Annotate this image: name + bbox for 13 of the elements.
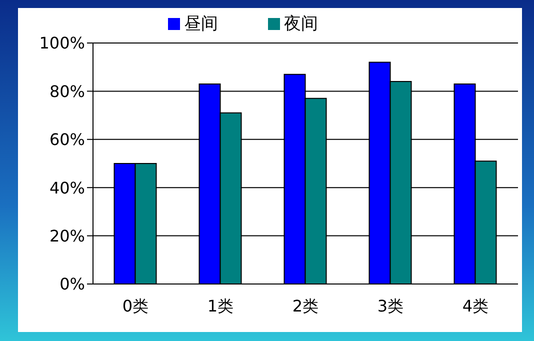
y-tick-label: 100% xyxy=(39,34,85,53)
y-tick-label: 40% xyxy=(49,178,85,198)
x-tick-label: 1类 xyxy=(207,296,234,316)
legend-label: 昼间 xyxy=(184,14,218,34)
legend-label: 夜间 xyxy=(284,14,318,34)
y-tick-label: 0% xyxy=(60,274,85,294)
y-tick-label: 80% xyxy=(49,82,85,101)
x-tick-label: 0类 xyxy=(122,296,149,316)
y-tick-label: 60% xyxy=(49,130,85,150)
x-tick-label: 3类 xyxy=(377,296,404,316)
x-tick-label: 4类 xyxy=(462,296,489,316)
y-tick-label: 20% xyxy=(49,226,85,246)
x-tick-label: 2类 xyxy=(292,296,319,316)
